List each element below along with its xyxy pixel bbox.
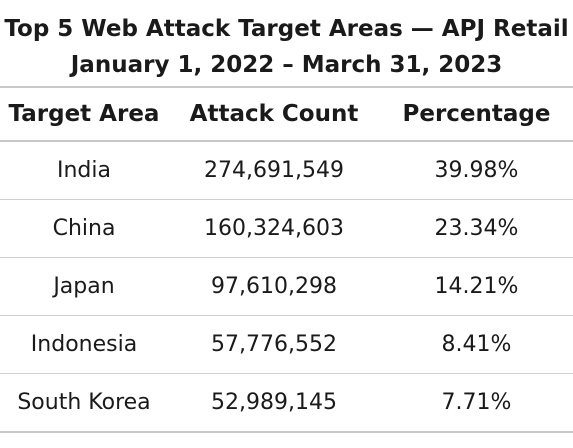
cell-target-area: China	[0, 199, 168, 258]
table-title: Top 5 Web Attack Target Areas — APJ Reta…	[4, 16, 569, 42]
header-row: Target Area Attack Count Percentage	[0, 86, 573, 142]
cell-attack-count: 57,776,552	[168, 315, 380, 374]
table-row: India 274,691,549 39.98%	[0, 141, 573, 200]
cell-target-area: Japan	[0, 257, 168, 316]
cell-percentage: 8.41%	[380, 315, 573, 374]
cell-attack-count: 274,691,549	[168, 141, 380, 200]
table-header: Target Area Attack Count Percentage	[0, 86, 573, 142]
table-row: Indonesia 57,776,552 8.41%	[0, 315, 573, 374]
column-header-percentage: Percentage	[380, 86, 573, 142]
cell-target-area: South Korea	[0, 373, 168, 433]
cell-percentage: 14.21%	[380, 257, 573, 316]
cell-attack-count: 160,324,603	[168, 199, 380, 258]
table-row: China 160,324,603 23.34%	[0, 199, 573, 258]
data-table: Target Area Attack Count Percentage Indi…	[0, 86, 573, 433]
title-block: Top 5 Web Attack Target Areas — APJ Reta…	[0, 0, 573, 86]
cell-percentage: 7.71%	[380, 373, 573, 433]
cell-attack-count: 97,610,298	[168, 257, 380, 316]
table-row: South Korea 52,989,145 7.71%	[0, 373, 573, 433]
cell-target-area: Indonesia	[0, 315, 168, 374]
cell-percentage: 39.98%	[380, 141, 573, 200]
cell-attack-count: 52,989,145	[168, 373, 380, 433]
cell-percentage: 23.34%	[380, 199, 573, 258]
column-header-attack-count: Attack Count	[168, 86, 380, 142]
table-subtitle: January 1, 2022 – March 31, 2023	[70, 52, 503, 78]
column-header-target-area: Target Area	[0, 86, 168, 142]
table-body: India 274,691,549 39.98% China 160,324,6…	[0, 141, 573, 433]
cell-target-area: India	[0, 141, 168, 200]
table-row: Japan 97,610,298 14.21%	[0, 257, 573, 316]
